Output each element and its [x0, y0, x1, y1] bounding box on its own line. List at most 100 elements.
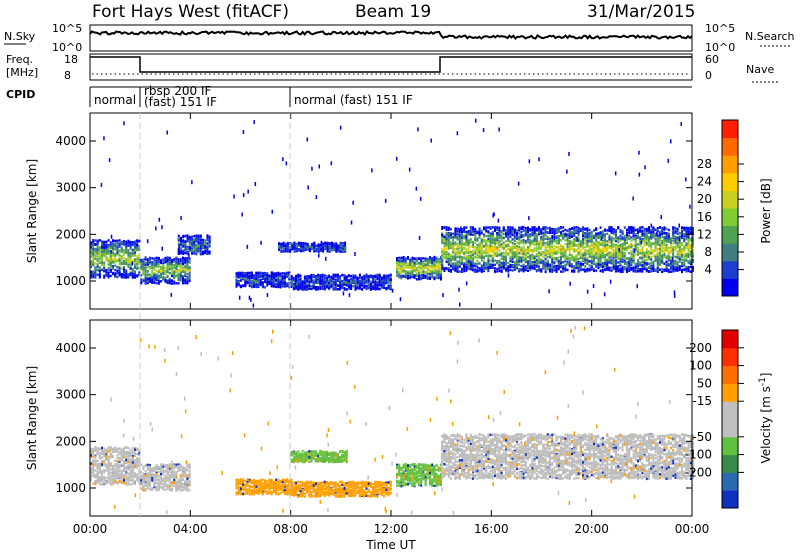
echo-cell [535, 229, 538, 232]
echo-cell [206, 245, 209, 248]
echo-cell [142, 266, 145, 270]
echo-cell [301, 284, 304, 287]
echo-cell [268, 280, 271, 284]
echo-cell [513, 264, 516, 267]
echo-cell [332, 282, 335, 286]
echo-cell [303, 279, 306, 282]
echo-cell [551, 227, 554, 231]
echo-cell [478, 235, 481, 239]
echo-cell [297, 279, 300, 282]
echo-cell [319, 282, 322, 286]
echo-cell [105, 246, 108, 249]
echo-cell [166, 275, 169, 279]
echo-cell [502, 243, 505, 246]
echo-cell [312, 273, 315, 277]
echo-cell [568, 236, 571, 240]
echo-cell [476, 243, 479, 247]
echo-cell [522, 268, 525, 272]
echo-cell [179, 265, 182, 269]
echo-cell [343, 278, 346, 281]
echo-cell [485, 243, 488, 246]
echo-cell [326, 242, 329, 245]
echo-cell [261, 285, 264, 289]
echo-cell [443, 252, 446, 256]
echo-cell [206, 251, 209, 254]
echo-cell [542, 238, 545, 241]
echo-cell [577, 228, 580, 231]
echo-cell [125, 258, 128, 261]
echo-cell [321, 275, 324, 278]
echo-cell [579, 243, 582, 246]
echo-cell [326, 245, 329, 248]
echo-cell [107, 263, 110, 266]
echo-cell [237, 280, 240, 284]
echo-cell [116, 239, 119, 242]
echo-cell [413, 269, 416, 272]
echo-cell [347, 280, 350, 283]
echo-cell [498, 242, 501, 245]
echo-cell [467, 260, 470, 263]
echo-cell [483, 260, 485, 263]
echo-cell [529, 265, 532, 268]
echo-cell [173, 271, 176, 274]
echo-cell [571, 232, 573, 236]
echo-cell [186, 247, 189, 250]
echo-cell [317, 247, 320, 250]
echo-cell [144, 258, 147, 261]
echo-cell [376, 282, 379, 285]
echo-cell [105, 273, 108, 277]
echo-cell [407, 257, 409, 260]
echo-cell [555, 270, 558, 273]
echo-cell [186, 240, 189, 243]
echo-cell [378, 287, 381, 291]
echo-cell [445, 244, 448, 247]
echo-cell [527, 230, 529, 234]
echo-cell [458, 228, 461, 231]
echo-cell [415, 274, 418, 277]
echo-cell [463, 246, 466, 250]
echo-cell [474, 269, 477, 272]
echo-cell [507, 244, 510, 247]
echo-cell [564, 248, 567, 251]
echo-cell [494, 259, 496, 262]
echo-cell [553, 228, 556, 231]
echo-cell [383, 278, 386, 282]
echo-cell [96, 242, 99, 245]
echo-cell [568, 251, 571, 254]
echo-cell [507, 270, 510, 273]
echo-cell [208, 245, 211, 248]
echo-cell [522, 242, 525, 245]
echo-cell [575, 265, 578, 268]
echo-cell [461, 267, 463, 271]
echo-cell [533, 257, 536, 260]
echo-cell [575, 237, 578, 240]
echo-cell [166, 279, 169, 282]
echo-cell [445, 228, 448, 231]
echo-cell [367, 275, 370, 278]
echo-cell [374, 274, 377, 277]
echo-cell [577, 245, 580, 248]
echo-cell [402, 256, 405, 259]
echo-cell [463, 237, 466, 240]
echo-cell [306, 276, 309, 279]
echo-cell [112, 244, 114, 247]
echo-cell [461, 240, 463, 243]
echo-cell [182, 282, 184, 285]
echo-cell [494, 254, 496, 257]
echo-cell [175, 263, 178, 267]
echo-cell [299, 280, 302, 284]
echo-cell [458, 264, 461, 268]
echo-cell [138, 262, 141, 265]
echo-cell [336, 288, 339, 291]
echo-cell [540, 238, 543, 241]
echo-cell [98, 249, 101, 252]
echo-cell [568, 249, 571, 252]
echo-cell [527, 249, 529, 253]
echo-cell [560, 270, 562, 273]
echo-cell [270, 276, 273, 279]
echo-cell [437, 272, 440, 276]
echo-cell [555, 259, 558, 262]
echo-cell [533, 264, 536, 267]
echo-cell [98, 253, 101, 257]
echo-cell [136, 248, 139, 251]
